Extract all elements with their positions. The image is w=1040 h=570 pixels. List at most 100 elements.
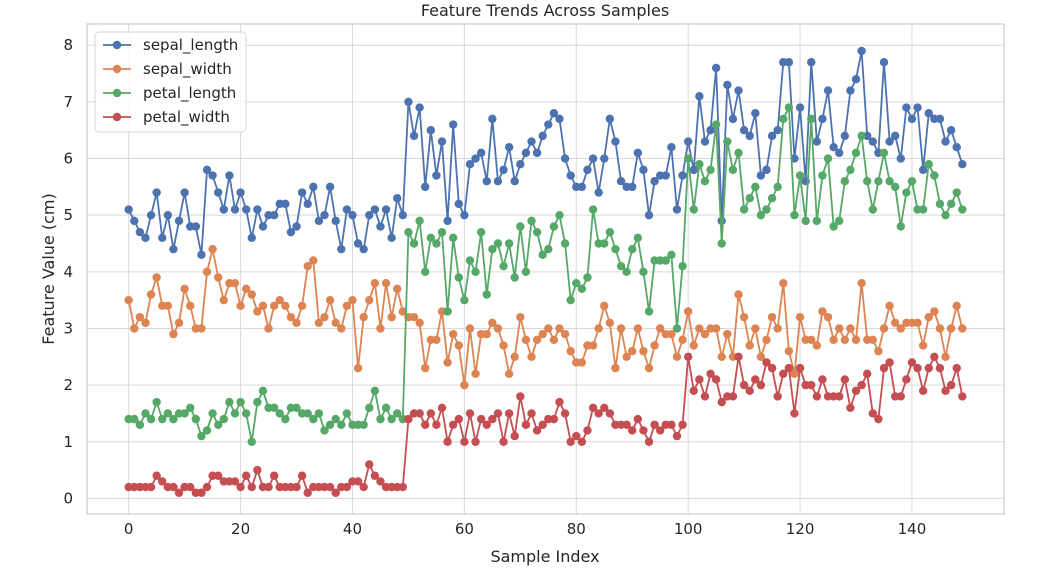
data-point bbox=[711, 120, 721, 129]
data-point bbox=[286, 227, 296, 237]
data-point bbox=[611, 137, 620, 146]
data-point bbox=[471, 154, 480, 163]
data-point bbox=[191, 414, 201, 424]
legend-swatch-marker bbox=[112, 64, 122, 74]
data-point bbox=[946, 126, 956, 135]
data-point bbox=[516, 160, 525, 169]
data-point bbox=[795, 312, 805, 322]
data-point bbox=[773, 126, 782, 135]
data-point bbox=[158, 233, 167, 243]
data-point bbox=[365, 210, 374, 220]
data-point bbox=[544, 244, 553, 254]
data-point bbox=[241, 284, 251, 294]
data-point bbox=[773, 182, 782, 192]
data-point bbox=[767, 131, 777, 141]
data-point bbox=[924, 160, 933, 169]
data-point bbox=[415, 318, 424, 328]
data-point bbox=[773, 324, 782, 333]
data-point bbox=[717, 239, 726, 248]
data-point bbox=[488, 244, 497, 254]
data-point bbox=[253, 465, 262, 475]
series-petal-length bbox=[124, 103, 967, 446]
data-point bbox=[499, 261, 508, 271]
data-point bbox=[130, 414, 139, 424]
data-point bbox=[745, 193, 754, 203]
data-point bbox=[186, 301, 195, 311]
data-point bbox=[616, 261, 626, 271]
y-tick-label: 4 bbox=[63, 263, 73, 281]
data-point bbox=[734, 86, 743, 95]
data-point bbox=[840, 177, 850, 186]
data-point bbox=[376, 324, 385, 333]
data-point bbox=[471, 267, 480, 277]
data-point bbox=[314, 216, 324, 226]
data-point bbox=[521, 148, 531, 158]
data-point bbox=[700, 329, 710, 339]
data-point bbox=[913, 103, 922, 112]
data-point bbox=[807, 335, 816, 345]
data-point bbox=[549, 414, 559, 424]
data-point bbox=[482, 290, 491, 299]
data-point bbox=[728, 392, 738, 401]
data-point bbox=[745, 131, 754, 141]
data-point bbox=[840, 335, 850, 345]
data-point bbox=[829, 335, 838, 345]
data-point bbox=[504, 369, 514, 378]
data-point bbox=[202, 267, 212, 277]
legend-box bbox=[94, 31, 247, 133]
data-point bbox=[756, 171, 766, 180]
data-point bbox=[784, 103, 794, 112]
data-point bbox=[253, 397, 262, 407]
data-point bbox=[633, 324, 643, 333]
data-point bbox=[689, 341, 698, 350]
legend-label: sepal_width bbox=[143, 60, 232, 79]
data-point bbox=[443, 307, 452, 316]
data-point bbox=[454, 273, 463, 282]
data-point bbox=[823, 312, 833, 322]
data-point bbox=[421, 420, 430, 429]
data-point bbox=[253, 205, 262, 214]
data-point bbox=[130, 324, 139, 333]
data-point bbox=[560, 409, 570, 418]
data-point bbox=[370, 205, 380, 214]
data-point bbox=[605, 318, 615, 328]
data-point bbox=[935, 324, 945, 333]
data-point bbox=[253, 307, 262, 316]
data-point bbox=[924, 109, 933, 118]
data-point bbox=[874, 177, 883, 186]
data-point bbox=[527, 137, 536, 146]
data-point bbox=[393, 193, 402, 203]
data-point bbox=[393, 409, 402, 418]
data-point bbox=[191, 222, 201, 231]
data-point bbox=[297, 471, 307, 480]
data-point bbox=[342, 205, 352, 214]
data-point bbox=[443, 437, 452, 446]
data-point bbox=[650, 341, 659, 350]
data-point bbox=[868, 205, 877, 214]
data-point bbox=[197, 431, 206, 441]
data-point bbox=[605, 227, 615, 237]
data-point bbox=[208, 244, 217, 254]
data-point bbox=[415, 216, 424, 226]
data-point bbox=[890, 182, 900, 192]
data-point bbox=[628, 426, 637, 435]
data-point bbox=[639, 426, 648, 435]
data-point bbox=[879, 58, 889, 67]
data-point bbox=[739, 312, 749, 322]
data-point bbox=[527, 409, 536, 418]
data-point bbox=[376, 477, 385, 486]
x-tick-label: 100 bbox=[674, 520, 703, 538]
data-point bbox=[197, 488, 206, 497]
data-point bbox=[628, 244, 637, 254]
data-point bbox=[521, 420, 531, 429]
data-point bbox=[622, 420, 631, 429]
data-point bbox=[689, 165, 698, 175]
data-point bbox=[628, 346, 637, 356]
data-point bbox=[739, 380, 749, 390]
data-point bbox=[532, 426, 542, 435]
data-point bbox=[946, 380, 956, 390]
data-point bbox=[337, 244, 346, 254]
data-point bbox=[639, 165, 648, 175]
data-point bbox=[247, 437, 256, 446]
data-point bbox=[448, 329, 458, 339]
